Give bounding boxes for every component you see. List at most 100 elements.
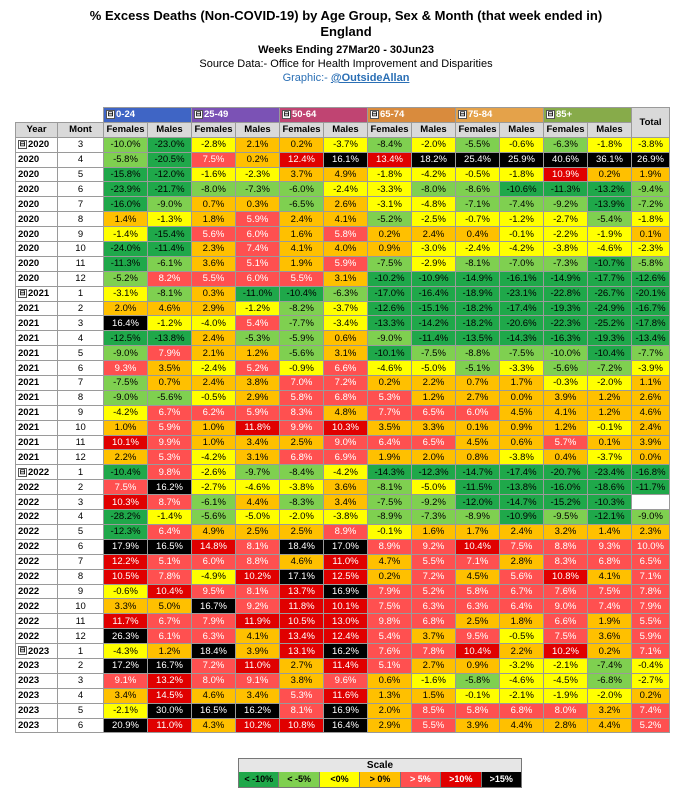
year-cell[interactable]: ⊟ 2021 xyxy=(15,285,58,302)
value-cell: -5.8% xyxy=(103,151,148,168)
collapse-icon[interactable]: ⊟ xyxy=(282,110,291,120)
value-cell: 11.4% xyxy=(323,657,368,674)
collapse-icon[interactable]: ⊟ xyxy=(194,110,203,120)
value-cell: 7.8% xyxy=(411,643,456,659)
month-cell: 3 xyxy=(57,494,104,511)
value-cell: 4.1% xyxy=(323,211,368,228)
value-cell: -10.6% xyxy=(499,181,544,198)
total-cell: 7.9% xyxy=(631,598,670,615)
value-cell: -9.0% xyxy=(147,196,192,213)
year-cell: 2022 xyxy=(15,598,58,615)
value-cell: -13.9% xyxy=(587,196,632,213)
value-cell: 10.1% xyxy=(323,598,368,615)
year-cell[interactable]: ⊟ 2023 xyxy=(15,643,58,659)
table-row: 2021 11 10.1% 9.9% 1.0% 3.4% 2.5% 9.0% 6.4% 6.5% 4… xyxy=(15,434,670,451)
value-cell: -14.9% xyxy=(455,270,500,287)
scale-item: >10% xyxy=(440,772,481,787)
collapse-icon[interactable]: ⊟ xyxy=(546,110,555,120)
month-cell: 12 xyxy=(57,628,104,645)
value-cell: -6.8% xyxy=(587,672,632,689)
value-cell: -18.2% xyxy=(455,300,500,317)
value-cell: -26.7% xyxy=(587,285,632,302)
value-cell: 4.4% xyxy=(499,717,544,734)
value-cell: -5.5% xyxy=(455,136,500,153)
value-cell: 6.6% xyxy=(323,360,368,377)
graphic-handle-link[interactable]: @OutsideAllan xyxy=(330,72,410,84)
group-header-0-24[interactable]: ⊟ 0-24 xyxy=(103,107,192,123)
females-header: Females xyxy=(191,121,236,138)
value-cell: 2.5% xyxy=(455,613,500,630)
value-cell: -22.8% xyxy=(543,285,588,302)
month-cell: 5 xyxy=(57,523,104,540)
group-header-25-49[interactable]: ⊟ 25-49 xyxy=(191,107,280,123)
year-value: 2021 xyxy=(18,451,40,463)
value-cell: -2.0% xyxy=(411,136,456,153)
value-cell: -8.0% xyxy=(191,181,236,198)
value-cell: -2.0% xyxy=(587,375,632,391)
table-row: ⊟ 2021 1 -3.1% -8.1% 0.3% -11.0% -10.4% -6.3% -17… xyxy=(15,285,670,302)
value-cell: 2.1% xyxy=(235,136,280,153)
value-cell: -8.9% xyxy=(367,509,412,525)
value-cell: 14.8% xyxy=(191,538,236,555)
table-row: 2022 5 -12.3% 6.4% 4.9% 2.5% 2.5% 8.9% -0.1% 1.6%… xyxy=(15,523,670,540)
total-cell: -2.3% xyxy=(631,241,670,257)
value-cell: 0.3% xyxy=(235,196,280,213)
value-cell: 36.1% xyxy=(587,151,632,168)
value-cell: -5.6% xyxy=(191,509,236,525)
month-header[interactable]: Mont xyxy=(57,121,104,138)
value-cell: 2.0% xyxy=(367,702,412,719)
collapse-icon[interactable]: ⊟ xyxy=(18,467,27,477)
year-header[interactable]: Year xyxy=(15,121,58,138)
females-header: Females xyxy=(279,121,324,138)
collapse-icon[interactable]: ⊟ xyxy=(106,110,115,120)
value-cell: 9.2% xyxy=(235,598,280,615)
value-cell: -0.9% xyxy=(279,360,324,377)
value-cell: -11.3% xyxy=(543,181,588,198)
table-row: 2021 12 2.2% 5.3% -4.2% 3.1% 6.8% 6.9% 1.9% 2.0% 0… xyxy=(15,449,670,466)
value-cell: -8.1% xyxy=(455,255,500,272)
collapse-icon[interactable]: ⊟ xyxy=(18,289,27,299)
group-header-50-64[interactable]: ⊟ 50-64 xyxy=(279,107,368,123)
year-cell[interactable]: ⊟ 2022 xyxy=(15,464,58,481)
value-cell: -2.9% xyxy=(411,255,456,272)
table-row: 2023 2 17.2% 16.7% 7.2% 11.0% 2.7% 11.4% 5.1% 2.7… xyxy=(15,657,670,674)
year-cell[interactable]: ⊟ 2020 xyxy=(15,136,58,153)
group-header-85-plus[interactable]: ⊟ 85+ xyxy=(543,107,632,123)
value-cell: 7.5% xyxy=(543,628,588,645)
total-cell: -9.4% xyxy=(631,181,670,198)
collapse-icon[interactable]: ⊟ xyxy=(18,646,27,656)
year-value: 2022 xyxy=(18,541,40,553)
value-cell: 9.1% xyxy=(103,672,148,689)
year-value: 2022 xyxy=(18,600,40,612)
value-cell: 0.2% xyxy=(367,375,412,391)
value-cell: -7.3% xyxy=(543,255,588,272)
year-cell: 2021 xyxy=(15,404,58,421)
total-cell: -12.6% xyxy=(631,270,670,287)
value-cell: 11.8% xyxy=(279,598,324,615)
value-cell: 5.8% xyxy=(323,226,368,243)
collapse-icon[interactable]: ⊟ xyxy=(370,110,379,120)
total-cell: 0.1% xyxy=(631,226,670,243)
year-value: 2021 xyxy=(18,377,40,389)
value-cell: -18.6% xyxy=(587,479,632,496)
collapse-icon[interactable]: ⊟ xyxy=(18,140,27,150)
value-cell: 1.7% xyxy=(499,375,544,391)
value-cell: -1.3% xyxy=(147,211,192,228)
value-cell: -8.1% xyxy=(367,479,412,496)
year-value: 2021 xyxy=(18,317,40,329)
group-header-75-84[interactable]: ⊟ 75-84 xyxy=(455,107,544,123)
value-cell: 4.9% xyxy=(191,523,236,540)
value-cell: -19.3% xyxy=(543,300,588,317)
group-header-65-74[interactable]: ⊟ 65-74 xyxy=(367,107,456,123)
value-cell: 3.1% xyxy=(323,345,368,362)
value-cell: 9.9% xyxy=(279,419,324,436)
value-cell: -0.6% xyxy=(499,136,544,153)
value-cell: 2.2% xyxy=(103,449,148,466)
collapse-icon[interactable]: ⊟ xyxy=(458,110,467,120)
month-cell: 1 xyxy=(57,285,104,302)
value-cell: 6.2% xyxy=(191,404,236,421)
total-cell: -0.4% xyxy=(631,657,670,674)
value-cell: -19.3% xyxy=(587,330,632,347)
value-cell: -10.4% xyxy=(103,464,148,481)
value-cell: 10.8% xyxy=(279,717,324,734)
